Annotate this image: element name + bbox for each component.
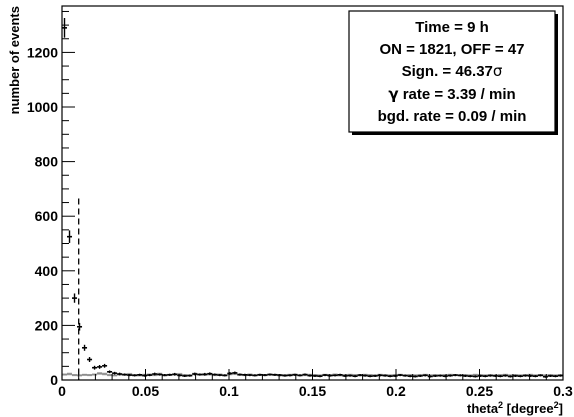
stats-line: Sign. = 46.37σ bbox=[402, 62, 503, 80]
x-axis: 0 0.05 0.1 0.15 0.2 0.25 0.3 bbox=[58, 369, 573, 399]
y-tick-label: 800 bbox=[35, 154, 59, 170]
stats-box: Time = 9 h ON = 1821, OFF = 47 Sign. = 46.… bbox=[348, 10, 558, 135]
x-tick-label: 0.1 bbox=[219, 383, 239, 399]
x-tick-label: 0 bbox=[58, 383, 66, 399]
x-label-sup2: 2 bbox=[554, 400, 559, 410]
y-tick-label: 0 bbox=[50, 372, 58, 388]
y-tick-label: 1000 bbox=[27, 99, 58, 115]
stats-line: bgd. rate = 0.09 / min bbox=[378, 108, 527, 125]
y-axis-label: number of events bbox=[7, 6, 22, 114]
stats-box-frame bbox=[348, 10, 556, 133]
x-axis-label: theta2 [degree2] bbox=[467, 400, 563, 416]
stats-line: γ rate = 3.39 / min bbox=[388, 85, 515, 103]
x-label-base: theta bbox=[467, 401, 499, 416]
x-tick-label: 0.15 bbox=[299, 383, 326, 399]
x-tick-label: 0.2 bbox=[386, 383, 406, 399]
stats-line: Time = 9 h bbox=[415, 19, 489, 36]
x-tick-label: 0.3 bbox=[553, 383, 573, 399]
x-label-sup: 2 bbox=[498, 400, 503, 410]
x-tick-label: 0.25 bbox=[466, 383, 493, 399]
x-tick-label: 0.05 bbox=[132, 383, 159, 399]
stats-line-text: Sign. = 46.37 bbox=[402, 63, 493, 80]
on-histogram bbox=[62, 18, 563, 378]
y-axis: 0 200 400 600 800 1000 1200 bbox=[27, 10, 75, 388]
gamma-symbol: γ bbox=[388, 85, 398, 103]
y-tick-label: 600 bbox=[35, 208, 59, 224]
x-label-end: ] bbox=[559, 401, 563, 416]
y-tick-label: 400 bbox=[35, 263, 59, 279]
stats-line: ON = 1821, OFF = 47 bbox=[379, 41, 524, 58]
x-label-rest: [degree bbox=[503, 401, 554, 416]
y-tick-label: 1200 bbox=[27, 44, 58, 60]
sigma-symbol: σ bbox=[493, 62, 503, 80]
stats-line-text: rate = 3.39 / min bbox=[399, 86, 516, 103]
y-tick-label: 200 bbox=[35, 317, 59, 333]
